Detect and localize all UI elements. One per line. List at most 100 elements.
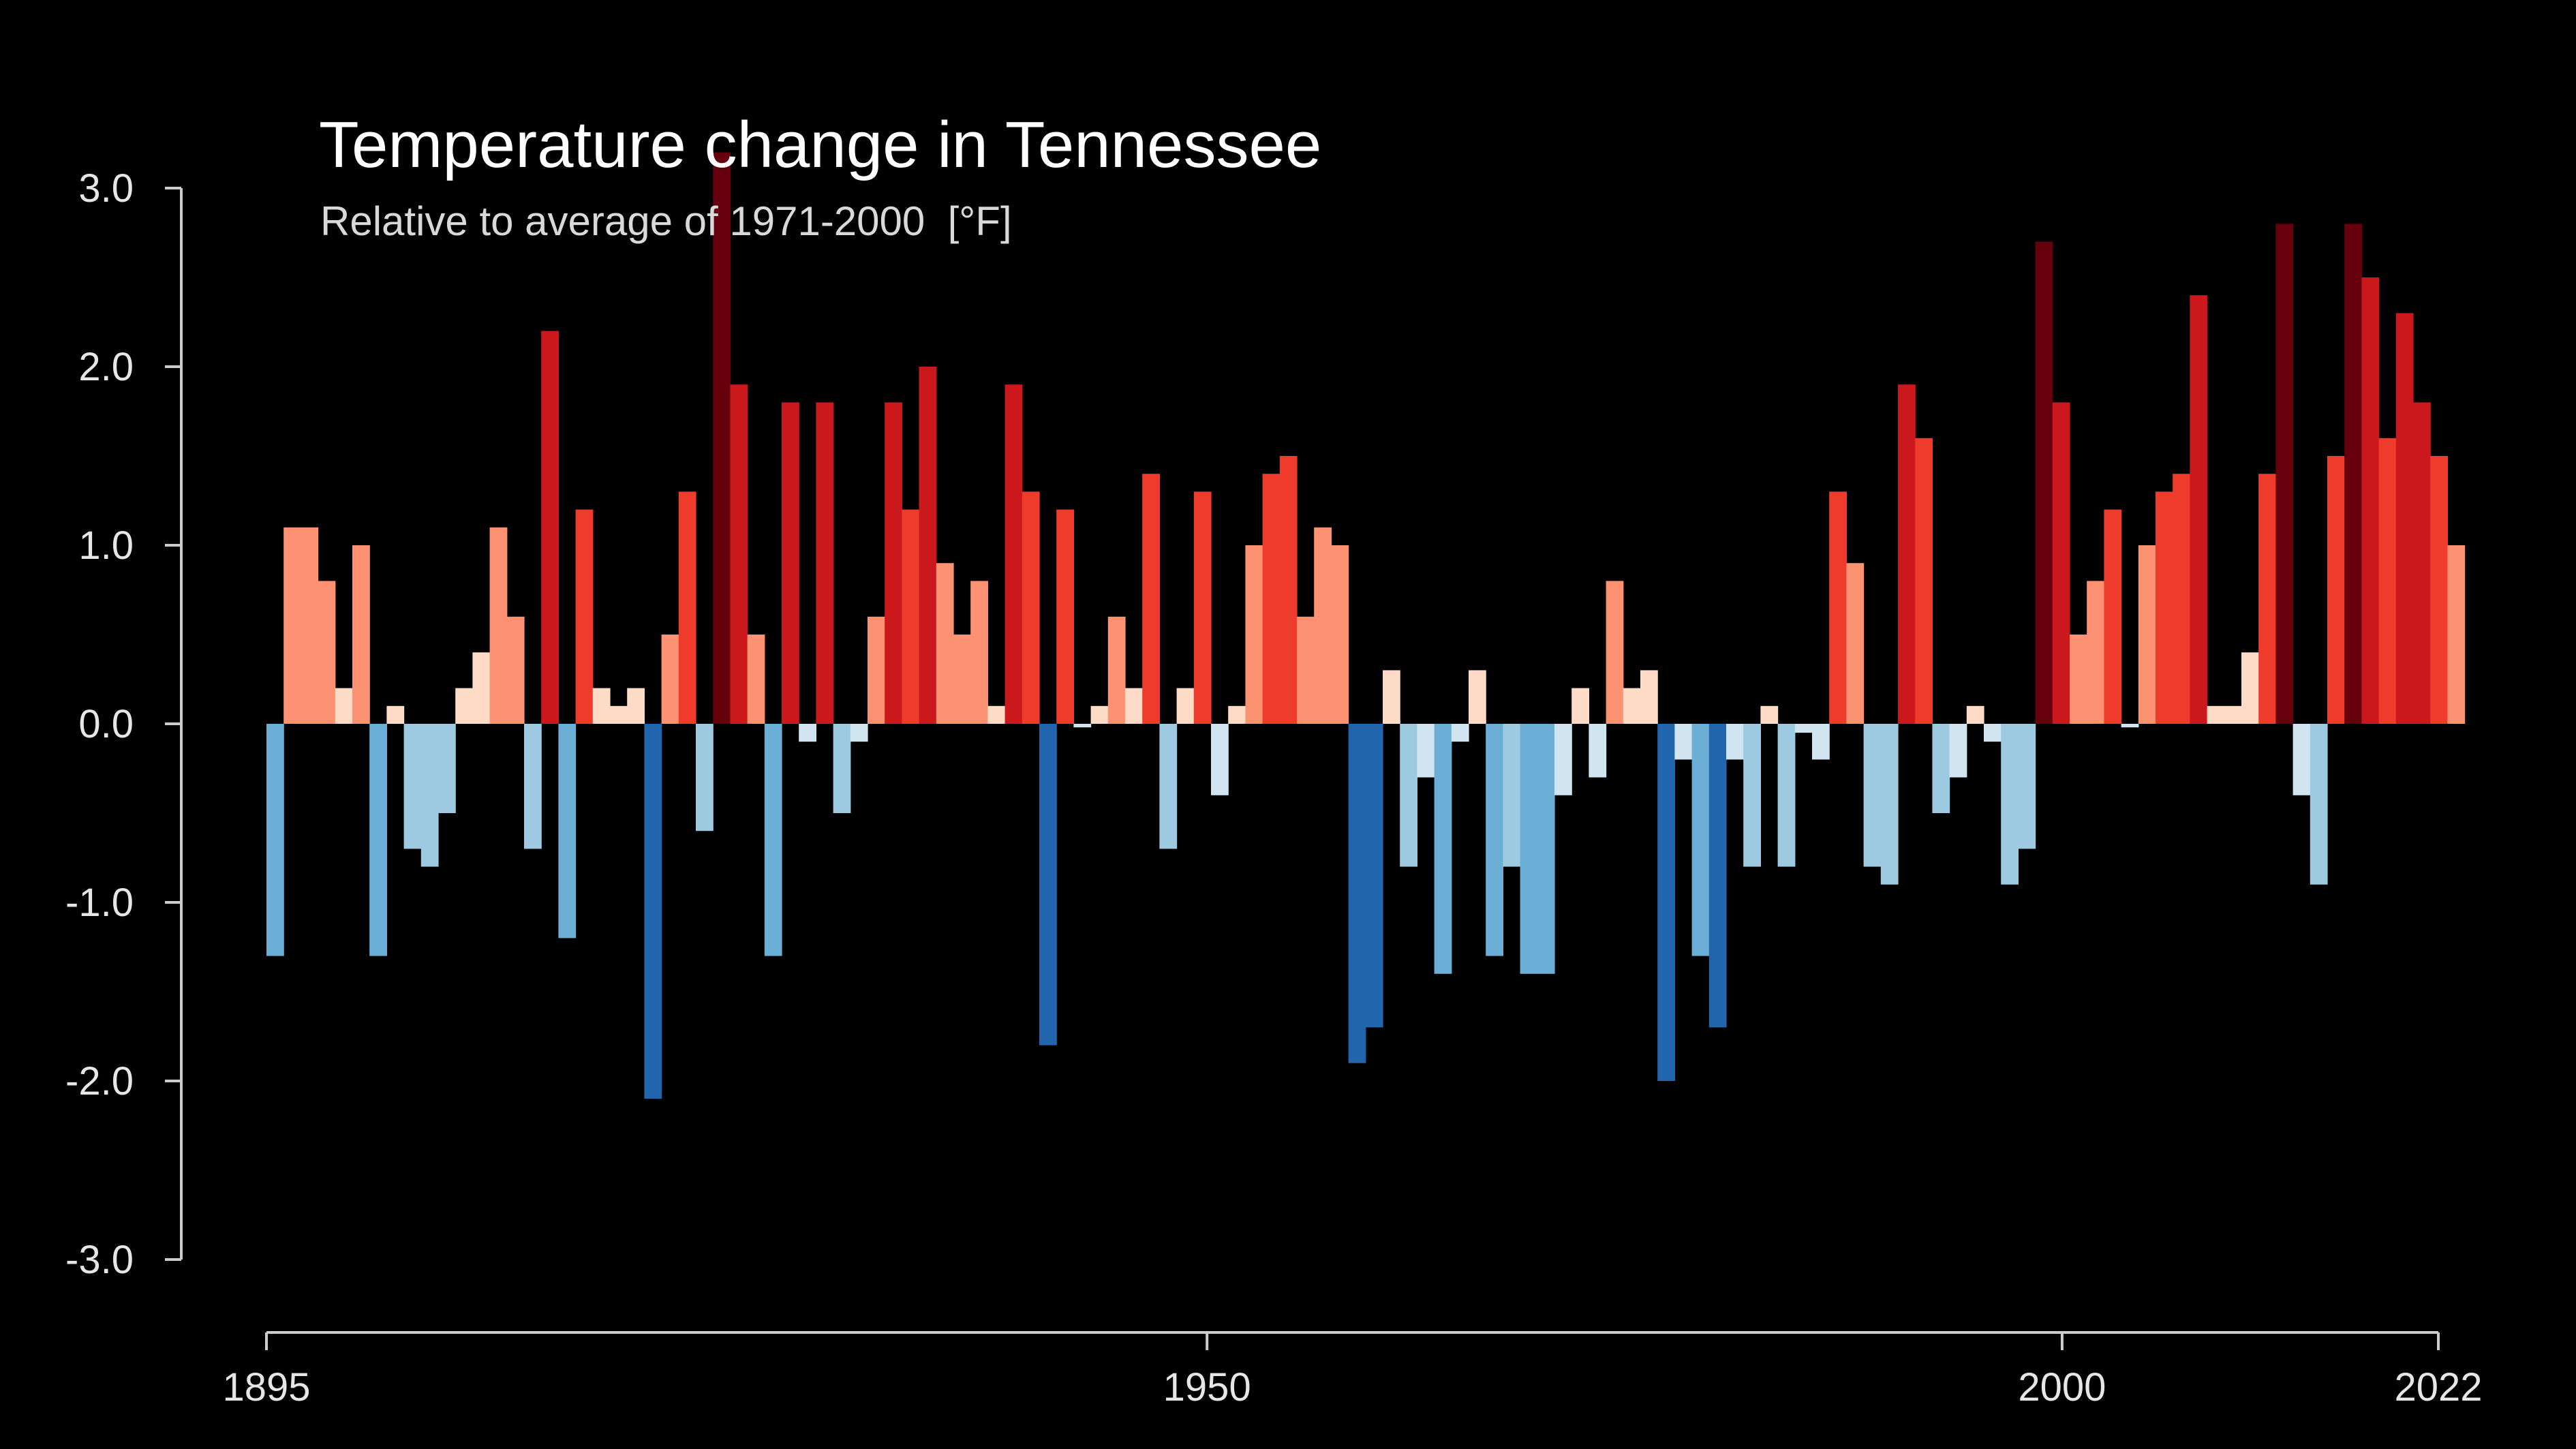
- bar-2005: [2156, 491, 2173, 724]
- bar-1948: [1176, 688, 1195, 724]
- y-tick-label: 1.0: [78, 523, 134, 568]
- bar-2007: [2190, 295, 2208, 724]
- bar-2000: [2070, 635, 2087, 724]
- bar-1941: [1056, 509, 1074, 724]
- bar-1905: [438, 724, 456, 813]
- bar-1919: [678, 491, 696, 724]
- bar-2011: [2258, 474, 2276, 724]
- bar-2010: [2241, 652, 2259, 724]
- bar-1995: [1984, 724, 2002, 742]
- bar-1931: [885, 402, 902, 724]
- bar-1976: [1657, 724, 1675, 1081]
- bar-1926: [799, 724, 816, 742]
- y-tick-label: 0.0: [78, 702, 134, 746]
- bar-1985: [1812, 724, 1830, 760]
- bar-1906: [455, 688, 473, 724]
- bar-1932: [902, 509, 920, 724]
- bar-2021: [2430, 456, 2448, 724]
- bar-1949: [1193, 491, 1212, 724]
- bar-1920: [696, 724, 714, 832]
- bar-1915: [610, 705, 628, 724]
- bar-1968: [1520, 724, 1538, 974]
- bar-1982: [1760, 705, 1779, 724]
- bar-1925: [782, 402, 799, 724]
- bar-1940: [1039, 724, 1057, 1046]
- bar-1955: [1297, 616, 1315, 724]
- y-tick-label: -3.0: [65, 1238, 134, 1282]
- bar-1895: [266, 724, 284, 956]
- bar-1934: [936, 563, 954, 724]
- bar-1922: [730, 384, 748, 724]
- bar-series: [266, 152, 2466, 1099]
- y-tick-label: 2.0: [78, 345, 134, 389]
- y-axis: 3.0 2.0 1.0 0.0 -1.0 -2.0 -3.0: [65, 166, 183, 1282]
- bar-1952: [1245, 545, 1263, 724]
- bar-1971: [1571, 688, 1589, 724]
- bar-1935: [953, 635, 971, 724]
- x-axis: 1895 1950 2000 2022: [222, 1331, 2483, 1409]
- bar-2004: [2138, 545, 2156, 724]
- bar-1910: [524, 724, 542, 849]
- bar-1956: [1314, 527, 1332, 724]
- bar-1960: [1383, 670, 1400, 724]
- bar-1927: [816, 402, 834, 724]
- bar-1900: [352, 545, 370, 724]
- bar-1966: [1486, 724, 1503, 956]
- x-tick-label: 2022: [2394, 1365, 2482, 1409]
- y-tick-label: -1.0: [65, 881, 134, 925]
- bar-1928: [833, 724, 851, 813]
- bar-1930: [868, 616, 885, 724]
- bar-2015: [2327, 456, 2345, 724]
- bar-1990: [1898, 384, 1916, 724]
- bar-2014: [2310, 724, 2328, 885]
- bar-1965: [1469, 670, 1486, 724]
- bar-1991: [1915, 438, 1933, 724]
- bar-1950: [1211, 724, 1229, 795]
- bar-1902: [386, 705, 405, 724]
- bar-1954: [1279, 456, 1298, 724]
- bar-1916: [627, 688, 645, 724]
- chart-subtitle: Relative to average of 1971-2000 [°F]: [320, 198, 1012, 244]
- bar-1896: [283, 527, 301, 724]
- bar-2020: [2413, 402, 2431, 724]
- bar-2019: [2395, 313, 2414, 724]
- bar-1907: [472, 652, 491, 724]
- bar-1946: [1142, 474, 1160, 724]
- bar-1959: [1365, 724, 1383, 1028]
- bar-1942: [1073, 724, 1092, 728]
- bar-1988: [1863, 724, 1882, 867]
- bar-2002: [2104, 509, 2122, 724]
- bar-1908: [489, 527, 508, 724]
- bar-1977: [1674, 724, 1693, 760]
- bar-1945: [1125, 688, 1143, 724]
- bar-1969: [1537, 724, 1555, 974]
- bar-1921: [713, 152, 731, 724]
- bar-2017: [2361, 277, 2380, 724]
- bar-1903: [403, 724, 422, 849]
- bar-1963: [1434, 724, 1452, 974]
- bar-1979: [1708, 724, 1727, 1028]
- bar-1986: [1829, 491, 1847, 724]
- bar-2008: [2207, 705, 2225, 724]
- bar-2018: [2378, 438, 2397, 724]
- bar-1937: [987, 705, 1006, 724]
- bar-1939: [1022, 491, 1040, 724]
- bar-1994: [1966, 705, 1984, 724]
- bar-2022: [2447, 545, 2466, 724]
- bar-1996: [2001, 724, 2019, 885]
- y-tick-label: 3.0: [78, 166, 134, 211]
- bar-1975: [1640, 670, 1658, 724]
- bar-1987: [1846, 563, 1865, 724]
- bar-1924: [764, 724, 782, 956]
- bar-1978: [1691, 724, 1710, 956]
- bar-1909: [506, 616, 525, 724]
- bar-1972: [1589, 724, 1607, 778]
- y-tick-label: -2.0: [65, 1059, 134, 1103]
- bar-1953: [1262, 474, 1281, 724]
- bar-1914: [592, 688, 611, 724]
- bar-1911: [541, 331, 559, 724]
- bar-1992: [1932, 724, 1950, 813]
- bar-1938: [1005, 384, 1023, 724]
- bar-1984: [1794, 724, 1813, 733]
